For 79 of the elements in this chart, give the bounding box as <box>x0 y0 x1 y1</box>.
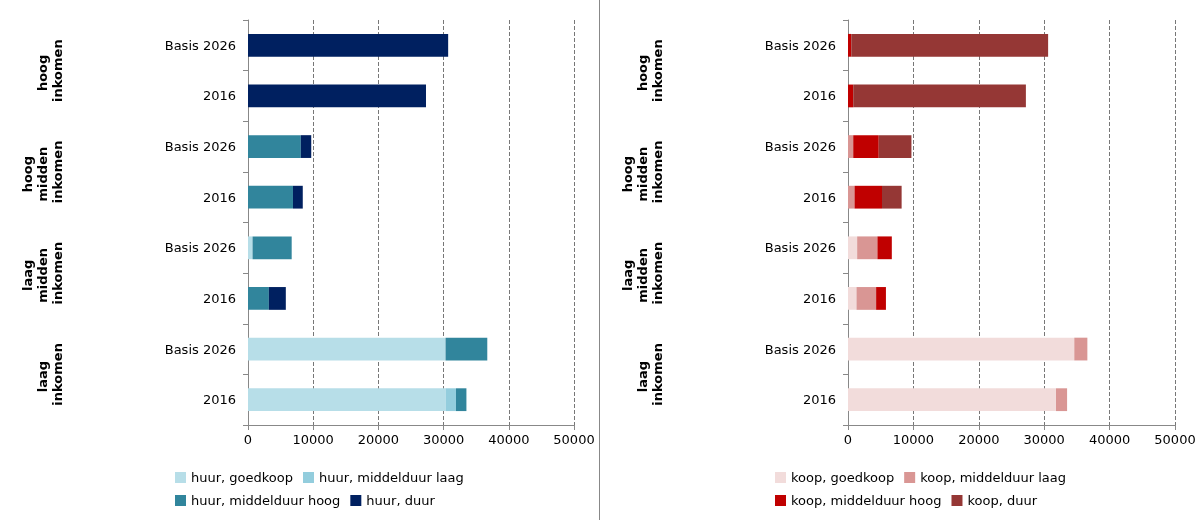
bar <box>848 33 852 57</box>
bar <box>445 337 488 361</box>
bar <box>248 337 446 361</box>
y-tick-label: 2016 <box>202 392 236 408</box>
legend-label: huur, middelduur hoog <box>191 493 341 508</box>
legend-label: huur, duur <box>366 493 436 508</box>
text: hoog midden inkomen <box>620 140 665 204</box>
y-tick-label: Basis 2026 <box>764 341 836 357</box>
x-tick-label: 30000 <box>1023 432 1065 447</box>
bar <box>248 135 301 158</box>
bar <box>848 236 858 260</box>
y-tick-label: 2016 <box>802 392 836 408</box>
y-tick-label: 2016 <box>202 290 236 306</box>
y-tick-label: 2016 <box>202 189 236 205</box>
bar <box>248 236 253 260</box>
bar <box>848 337 1075 361</box>
text: laag midden inkomen <box>20 241 65 305</box>
legend-label: koop, middelduur laag <box>920 470 1067 485</box>
text: hoog inkomen <box>35 39 65 102</box>
y-tick-label: Basis 2026 <box>164 37 236 53</box>
x-tick-label: 40000 <box>488 432 530 447</box>
y-tick-label: 2016 <box>802 290 836 306</box>
legend-label: huur, middelduur laag <box>319 470 464 485</box>
x-tick-label: 0 <box>843 432 853 447</box>
bar <box>268 287 286 310</box>
bar <box>248 33 449 57</box>
bar <box>248 185 293 209</box>
text: hoog inkomen <box>635 39 665 102</box>
bar <box>252 236 292 260</box>
y-tick-label: Basis 2026 <box>764 240 836 256</box>
bar <box>248 287 269 310</box>
y-tick-label: Basis 2026 <box>764 139 836 155</box>
bar <box>854 185 883 209</box>
bar <box>300 135 312 158</box>
bar <box>882 185 902 209</box>
y-tick-label: Basis 2026 <box>764 37 836 53</box>
text: hoog midden inkomen <box>20 140 65 204</box>
bar <box>848 185 855 209</box>
legend-label: huur, goedkoop <box>191 470 294 485</box>
x-tick-label: 40000 <box>1088 432 1131 447</box>
bar <box>1074 337 1088 361</box>
bar <box>848 388 1056 412</box>
bar <box>856 287 877 310</box>
x-tick-label: 20000 <box>958 432 1000 447</box>
x-tick-label: 0 <box>243 432 253 447</box>
bar <box>1055 388 1068 412</box>
bar <box>292 185 303 209</box>
bar <box>248 84 426 108</box>
bar <box>851 33 1049 57</box>
x-tick-label: 30000 <box>422 432 465 447</box>
bar <box>248 388 446 412</box>
bar <box>876 287 886 310</box>
legend-label: koop, duur <box>967 493 1038 508</box>
bar <box>848 287 857 310</box>
x-tick-label: 10000 <box>892 432 935 447</box>
text: laag midden inkomen <box>620 241 665 305</box>
bar <box>848 135 854 158</box>
x-tick-label: 50000 <box>553 432 595 447</box>
x-tick-label: 50000 <box>1154 432 1196 447</box>
y-tick-label: 2016 <box>802 189 836 205</box>
legend-label: koop, goedkoop <box>791 470 895 485</box>
text: laag inkomen <box>635 343 665 406</box>
x-tick-label: 20000 <box>357 432 400 447</box>
text: laag inkomen <box>35 343 65 406</box>
bar <box>877 236 892 260</box>
y-tick-label: 2016 <box>802 88 836 104</box>
bar <box>857 236 878 260</box>
bar <box>853 135 879 158</box>
y-tick-label: 2016 <box>202 88 236 104</box>
bar <box>878 135 912 158</box>
legend-label: koop, middelduur hoog <box>791 493 942 508</box>
x-tick-label: 10000 <box>292 432 334 447</box>
bar <box>445 388 456 412</box>
bar <box>455 388 467 412</box>
bar <box>848 84 854 108</box>
y-tick-label: Basis 2026 <box>164 240 236 256</box>
y-tick-label: Basis 2026 <box>164 341 236 357</box>
y-tick-label: Basis 2026 <box>164 139 236 155</box>
bar <box>853 84 1026 108</box>
